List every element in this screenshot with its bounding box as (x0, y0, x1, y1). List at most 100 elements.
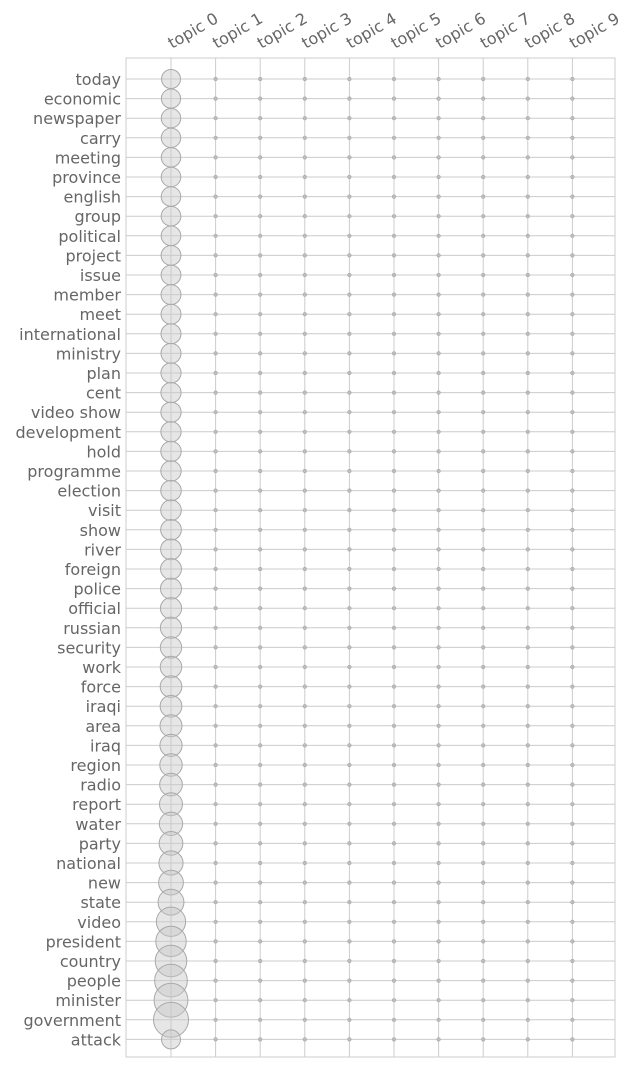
bubble-point (481, 174, 486, 180)
bubble-point (258, 312, 263, 317)
bubble-point (160, 440, 182, 463)
bubble-point (525, 1037, 530, 1042)
term-label: foreign (65, 560, 121, 579)
bubble-point (570, 488, 575, 493)
bubble-point (436, 253, 441, 258)
bubble-point (481, 684, 486, 689)
bubble-point (436, 488, 441, 493)
bubble-point (436, 664, 441, 670)
bubble-point (436, 527, 441, 532)
bubble-point (213, 449, 218, 454)
bubble-point (160, 127, 182, 149)
bubble-point (525, 253, 530, 258)
bubble-point (159, 714, 183, 738)
bubble-point (436, 704, 441, 709)
bubble-point (570, 135, 575, 140)
bubble-point (258, 782, 263, 787)
bubble-point (436, 566, 441, 572)
bubble-point (436, 1037, 441, 1042)
bubble-point (302, 880, 307, 885)
bubble-point (302, 76, 307, 82)
bubble-point (391, 468, 397, 474)
bubble-point (258, 802, 263, 807)
bubble-point (525, 684, 530, 689)
bubble-point (347, 1037, 352, 1042)
bubble-point (391, 449, 397, 454)
bubble-point (436, 449, 441, 454)
bubble-point (347, 586, 352, 591)
bubble-point (391, 821, 397, 826)
term-label: show (80, 521, 121, 540)
bubble-point (481, 1037, 486, 1042)
bubble-point (570, 782, 575, 787)
bubble-point (570, 76, 575, 82)
bubble-point (213, 312, 218, 317)
bubble-point (570, 684, 575, 689)
term-label: video (77, 913, 121, 932)
bubble-point (391, 704, 397, 709)
bubble-point (436, 762, 441, 768)
bubble-point (154, 963, 188, 998)
term-labels: todayeconomicnewspapercarrymeetingprovin… (15, 70, 121, 1049)
bubble-point (570, 410, 575, 415)
bubble-point (347, 508, 352, 513)
bubble-point (570, 174, 575, 180)
bubble-point (525, 1017, 530, 1022)
bubble-point (436, 645, 441, 650)
bubble-point (258, 135, 263, 140)
bubble-point (258, 390, 263, 395)
term-label: attack (71, 1030, 122, 1049)
term-label: president (46, 932, 121, 951)
bubble-point (525, 488, 530, 493)
bubble-point (153, 1001, 189, 1038)
bubble-point (525, 390, 530, 395)
bubble-point (391, 1037, 397, 1042)
bubble-point (570, 96, 575, 101)
bubble-point (302, 488, 307, 493)
bubble-point (391, 586, 397, 591)
bubble-point (160, 205, 182, 227)
bubble-point (481, 1017, 486, 1022)
bubble-point (213, 821, 218, 826)
bubble-point (391, 841, 397, 846)
bubble-point (160, 558, 182, 580)
bubble-point (570, 841, 575, 846)
bubble-point (436, 135, 441, 140)
term-label: political (58, 227, 121, 246)
bubble-point (525, 508, 530, 513)
bubble-point (302, 253, 307, 258)
bubble-point (570, 802, 575, 807)
bubble-point (302, 586, 307, 591)
bubble-point (525, 821, 530, 826)
bubble-point (347, 429, 352, 434)
term-label: police (74, 580, 121, 599)
term-label: programme (27, 462, 121, 481)
bubble-point (213, 743, 218, 748)
bubble-point (570, 586, 575, 591)
bubble-point (436, 410, 441, 415)
term-label: economic (44, 90, 121, 109)
bubble-point (481, 723, 486, 728)
bubble-point (213, 782, 218, 787)
bubble-point (525, 155, 530, 160)
bubble-point (302, 939, 307, 944)
bubble-point (525, 998, 530, 1003)
bubble-point (213, 194, 218, 199)
bubble-point (570, 547, 575, 552)
bubble-point (570, 390, 575, 395)
bubble-point (391, 1017, 397, 1022)
bubble-point (436, 370, 441, 376)
bubble-point (302, 919, 307, 924)
bubble-point (347, 76, 352, 82)
term-label: security (57, 638, 121, 657)
bubble-point (158, 850, 184, 876)
bubble-point (347, 645, 352, 650)
bubble-point (258, 723, 263, 728)
term-label: party (79, 834, 121, 853)
bubble-point (258, 900, 263, 905)
bubble-point (481, 664, 486, 670)
bubble-point (347, 625, 352, 630)
bubble-point (159, 753, 183, 777)
bubble-point (213, 566, 218, 572)
bubble-point (570, 292, 575, 297)
